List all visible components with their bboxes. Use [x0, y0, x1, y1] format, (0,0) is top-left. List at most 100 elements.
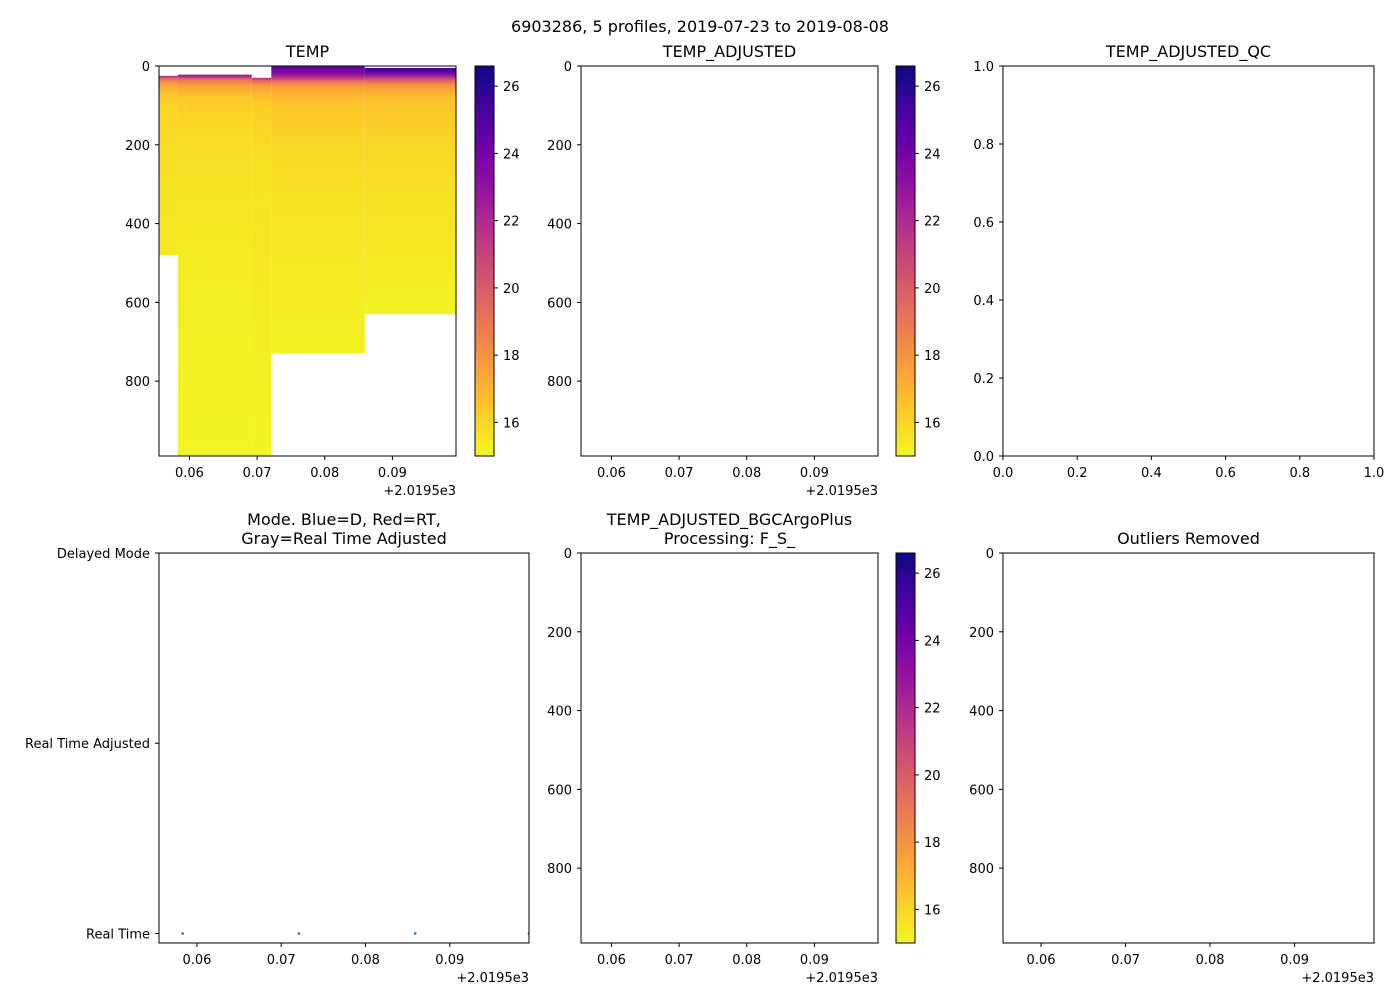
colorbar-tick-label: 16 [503, 416, 520, 431]
y-tick-label: 0 [986, 547, 994, 562]
x-tick-label: 0.06 [182, 953, 211, 968]
y-tick-label: 0.2 [973, 372, 994, 387]
y-tick-label: 0 [564, 547, 572, 562]
x-tick-label: 0.06 [1027, 953, 1056, 968]
y-tick-label: 800 [125, 375, 150, 390]
colorbar-tick-label: 26 [924, 567, 941, 582]
colorbar-tick-label: 24 [503, 147, 520, 162]
x-tick-label: 0.09 [435, 953, 464, 968]
panel-title-temp-adjusted: TEMP_ADJUSTED [662, 42, 796, 62]
x-tick-label: 0.08 [1196, 953, 1225, 968]
colorbar-tick-label: 20 [503, 282, 520, 297]
y-tick-label: 1.0 [973, 60, 994, 75]
y-tick-label: 200 [969, 626, 994, 641]
colorbar-tick-label: 16 [924, 416, 941, 431]
y-tick-label: 200 [547, 139, 572, 154]
colorbar-tick-label: 20 [924, 769, 941, 784]
mode-point [297, 932, 301, 935]
x-tick-label: 0.09 [800, 953, 829, 968]
x-tick-label: 0.06 [175, 466, 204, 481]
x-tick-label: 0.2 [1067, 466, 1088, 481]
panel-title-outliers: Outliers Removed [1117, 529, 1260, 548]
colorbar-scale [895, 65, 916, 457]
colorbar-temp: 16 18 20 22 24 26 [474, 65, 520, 457]
x-tick-label: 0.06 [597, 953, 626, 968]
panel-title-temp: TEMP [285, 42, 330, 61]
y-tick-label: 0 [564, 60, 572, 75]
colorbar-tick-label: 24 [924, 147, 941, 162]
y-tick-label: 400 [547, 705, 572, 720]
x-tick-label: 1.0 [1364, 466, 1385, 481]
panel-title-temp-adjusted-qc: TEMP_ADJUSTED_QC [1105, 42, 1271, 62]
y-tick-label: 600 [547, 296, 572, 311]
x-offset-label: +2.0195e3 [805, 484, 878, 499]
figure-title: 6903286, 5 profiles, 2019-07-23 to 2019-… [511, 17, 889, 36]
mode-point [527, 932, 529, 935]
y-tick-label: 0.4 [973, 294, 994, 309]
colorbar-tick-label: 26 [503, 80, 520, 95]
colorbar-tick-label: 18 [924, 349, 941, 364]
y-tick-label: 0.0 [973, 450, 994, 465]
colorbar-tick-label: 22 [924, 215, 941, 230]
panel-title-bgc-argo-plus: TEMP_ADJUSTED_BGCArgoPlus Processing: F_S… [606, 510, 852, 549]
x-tick-label: 0.08 [732, 953, 761, 968]
profile-column [159, 75, 178, 256]
panel-temp-adjusted-qc: TEMP_ADJUSTED_QC 0.0 0.2 0.4 0.6 0.8 1.0 0.0 0.2… [973, 42, 1384, 481]
colorbar-tick-label: 22 [924, 702, 941, 717]
y-tick-label: 200 [125, 139, 150, 154]
panel-outliers: Outliers Removed 0.06 0.07 0.08 0.09 +2.0195e… [969, 529, 1375, 986]
x-tick-label: 0.07 [665, 466, 694, 481]
panel-mode: Mode. Blue=D, Red=RT, Gray=Real Time Adju… [25, 510, 530, 986]
panel-temp: TEMP 0.06 0.07 0.08 0.09 +2.0195e3 0 200 400 600 8… [125, 42, 519, 499]
y-tick-label: 800 [969, 862, 994, 877]
colorbar-tick-label: 18 [924, 836, 941, 851]
colorbar-tick-label: 26 [924, 80, 941, 95]
profile-column [271, 66, 365, 354]
x-tick-label: 0.09 [1280, 953, 1309, 968]
x-offset-label: +2.0195e3 [383, 484, 456, 499]
panel-bgc-argo-plus: TEMP_ADJUSTED_BGCArgoPlus Processing: F_S… [547, 510, 940, 986]
axes-frame [1002, 552, 1375, 944]
colorbar-tick-label: 16 [924, 903, 941, 918]
y-tick-label: 200 [547, 626, 572, 641]
y-tick-label: 0.8 [973, 138, 994, 153]
x-tick-label: 0.8 [1289, 466, 1310, 481]
x-offset-label: +2.0195e3 [1301, 971, 1374, 986]
x-tick-label: 0.08 [732, 466, 761, 481]
y-tick-label: 600 [547, 783, 572, 798]
y-tick-label: 400 [547, 218, 572, 233]
x-tick-label: 0.07 [665, 953, 694, 968]
x-tick-label: 0.6 [1215, 466, 1236, 481]
axes-frame [580, 65, 879, 457]
mode-point [414, 932, 417, 935]
x-tick-label: 0.4 [1141, 466, 1162, 481]
axes-frame [158, 552, 530, 944]
y-tick-label: 0.6 [973, 216, 994, 231]
x-tick-label: 0.07 [243, 466, 272, 481]
x-offset-label: +2.0195e3 [456, 971, 529, 986]
x-tick-label: 0.08 [310, 466, 339, 481]
axes-frame [580, 552, 879, 944]
colorbar-tick-label: 18 [503, 349, 520, 364]
x-tick-label: 0.06 [597, 466, 626, 481]
y-tick-label: 400 [125, 218, 150, 233]
panel-temp-adjusted: TEMP_ADJUSTED 0.06 0.07 0.08 0.09 +2.0195e3 0 2… [547, 42, 940, 499]
colorbar-tick-label: 24 [924, 634, 941, 649]
plot-area-mode [181, 932, 529, 935]
y-tick-label: 600 [125, 296, 150, 311]
y-tick-label: 600 [969, 783, 994, 798]
x-offset-label: +2.0195e3 [805, 971, 878, 986]
x-tick-label: 0.09 [378, 466, 407, 481]
y-tick-label: Delayed Mode [57, 547, 150, 562]
y-tick-label: Real Time Adjusted [25, 737, 150, 752]
colorbar-bgc-argo-plus: 16 18 20 22 24 26 [895, 552, 941, 944]
axes-frame [1002, 65, 1375, 457]
x-tick-label: 0.07 [1111, 953, 1140, 968]
colorbar-tick-label: 20 [924, 282, 941, 297]
mode-point [181, 932, 184, 935]
colorbar-scale [474, 65, 495, 457]
colorbar-tick-label: 22 [503, 215, 520, 230]
plot-area-temp [159, 66, 456, 456]
y-tick-label: 800 [547, 862, 572, 877]
y-tick-label: 0 [142, 60, 150, 75]
